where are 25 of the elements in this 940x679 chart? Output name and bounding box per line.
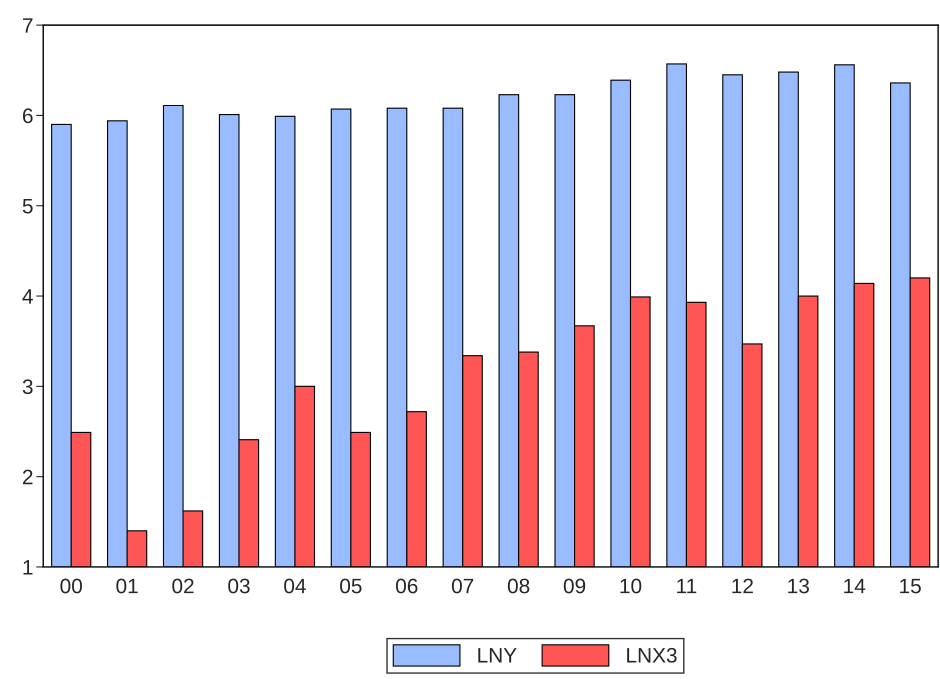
y-tick-label: 1	[24, 560, 32, 575]
y-tick-label: 3	[22, 379, 33, 394]
x-tick-label: 07	[452, 578, 474, 594]
y-tick-label: 2	[22, 470, 32, 484]
x-tick-label: 10	[620, 578, 642, 594]
x-tick-label: 12	[732, 578, 753, 594]
x-tick-label: 05	[340, 578, 362, 594]
x-tick-label: 13	[788, 578, 809, 594]
legend-label: LNX3	[627, 648, 677, 663]
x-tick-label: 00	[60, 578, 82, 594]
x-tick-label: 03	[228, 578, 250, 594]
x-tick-label: 01	[116, 578, 138, 594]
y-tick-label: 4	[22, 289, 33, 304]
x-tick-label: 14	[844, 578, 866, 594]
x-tick-label: 09	[564, 578, 586, 594]
x-tick-label: 08	[508, 578, 530, 594]
x-tick-label: 15	[900, 578, 921, 594]
x-tick-label: 06	[396, 578, 418, 594]
x-tick-label: 04	[284, 578, 306, 594]
y-tick-label: 7	[23, 18, 32, 33]
x-tick-label: 11	[677, 578, 696, 594]
x-tick-label: 02	[172, 578, 194, 594]
legend-label: LNY	[478, 648, 517, 662]
y-tick-label: 5	[22, 198, 33, 214]
y-tick-label: 6	[22, 108, 33, 124]
